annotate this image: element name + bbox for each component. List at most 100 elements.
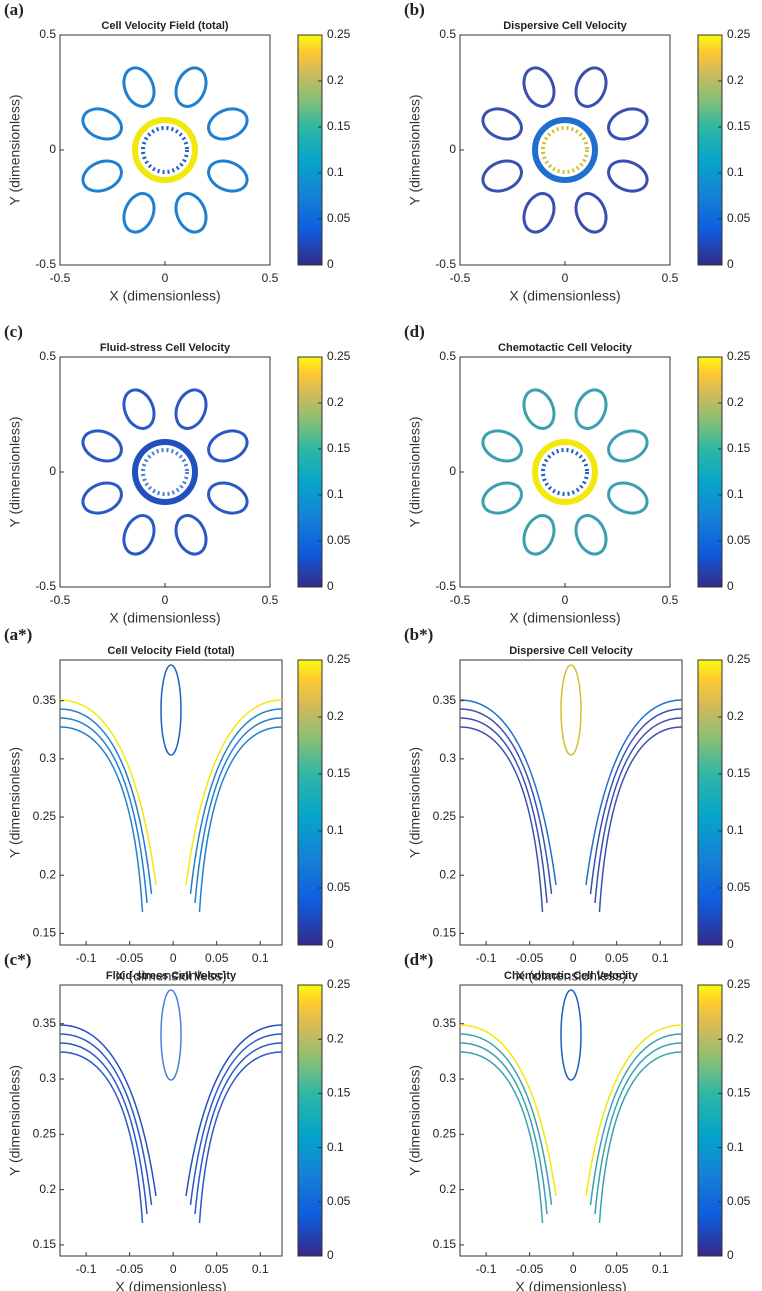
y-tick-label: 0	[449, 142, 456, 156]
panel-title: Cell Velocity Field (total)	[107, 645, 234, 657]
colorbar-tick-label: 0.2	[727, 73, 744, 87]
x-tick-label: 0.5	[662, 271, 679, 285]
field-ring	[532, 117, 598, 183]
y-axis-label: Y (dimensionless)	[407, 416, 423, 527]
field-contour	[459, 1042, 548, 1215]
colorbar-tick-label: 0	[727, 579, 734, 593]
field-stem	[160, 989, 182, 1081]
colorbar-tick-label: 0.15	[327, 119, 351, 133]
y-tick-label: 0	[49, 142, 56, 156]
field-lobe	[607, 481, 649, 515]
field-lobe	[207, 481, 249, 515]
y-tick-label: 0.35	[433, 1016, 457, 1030]
colorbar-tick-label: 0.15	[327, 441, 351, 455]
panel-title: Cell Velocity Field (total)	[101, 20, 228, 32]
colorbar-tick-label: 0.05	[327, 880, 351, 894]
panel-label: (c*)	[4, 950, 31, 969]
y-tick-label: 0.25	[433, 1126, 457, 1140]
field-lobe	[122, 66, 156, 108]
panel: (c) Fluid-stress Cell Velocity -0.5 0 0.5 -0.…	[4, 322, 351, 626]
field-stem	[560, 664, 582, 756]
x-tick-label: -0.05	[516, 1262, 544, 1276]
colorbar	[297, 34, 323, 266]
field-contour	[594, 1042, 683, 1215]
panel: (d*) Chemotactic Cell Velocity -0.1 -0.05 0 0…	[404, 950, 751, 1291]
colorbar-tick-label: 0.2	[727, 1031, 744, 1045]
field-inner	[141, 448, 189, 496]
x-tick-label: 0	[570, 951, 577, 965]
y-tick-label: -0.5	[35, 257, 56, 271]
y-tick-label: 0.5	[39, 349, 56, 363]
colorbar-tick-label: 0.1	[327, 487, 344, 501]
field-lobe	[607, 159, 649, 193]
colorbar-tick-label: 0.2	[727, 709, 744, 723]
colorbar-tick-label: 0	[727, 1248, 734, 1262]
colorbar	[697, 34, 723, 266]
panel-label: (b)	[404, 0, 425, 19]
x-axis-label: X (dimensionless)	[115, 968, 226, 984]
colorbar-tick-label: 0.1	[327, 823, 344, 837]
colorbar-tick-label: 0.15	[727, 441, 751, 455]
colorbar-tick-label: 0.25	[327, 652, 351, 666]
plot-area	[459, 984, 683, 1257]
colorbar-tick-label: 0.2	[327, 1031, 344, 1045]
colorbar-tick-label: 0.2	[327, 395, 344, 409]
colorbar-tick-label: 0.05	[727, 880, 751, 894]
field-contour	[459, 1024, 557, 1197]
colorbar	[297, 659, 323, 946]
field-contour	[459, 717, 548, 904]
field-lobe	[574, 192, 608, 234]
field-lobe	[122, 388, 156, 430]
y-tick-label: 0.35	[33, 693, 57, 707]
x-axis-label: X (dimensionless)	[115, 1279, 226, 1291]
colorbar-tick-label: 0.25	[727, 977, 751, 991]
field-lobe	[81, 107, 123, 141]
x-tick-label: 0.05	[605, 1262, 629, 1276]
field-lobe	[522, 388, 556, 430]
colorbar-tick-label: 0.05	[327, 211, 351, 225]
y-tick-label: 0.2	[439, 867, 456, 881]
colorbar-tick-label: 0.15	[327, 1086, 351, 1100]
panel: (d) Chemotactic Cell Velocity -0.5 0 0.5 -0.5…	[404, 322, 751, 626]
plot-area	[459, 34, 671, 266]
y-axis-label: Y (dimensionless)	[7, 1065, 23, 1176]
y-tick-label: 0.15	[33, 1237, 57, 1251]
plot-area	[59, 356, 271, 588]
field-contour	[198, 1051, 283, 1224]
field-lobe	[207, 159, 249, 193]
y-tick-label: 0	[49, 464, 56, 478]
y-axis-label: Y (dimensionless)	[407, 747, 423, 858]
y-tick-label: 0.3	[439, 1071, 456, 1085]
colorbar-tick-label: 0.2	[727, 395, 744, 409]
x-tick-label: 0.5	[262, 593, 279, 607]
field-lobe	[81, 159, 123, 193]
field-lobe	[574, 514, 608, 556]
colorbar-tick-label: 0.1	[727, 1140, 744, 1154]
x-tick-label: -0.1	[76, 951, 97, 965]
y-tick-label: 0.15	[33, 926, 57, 940]
colorbar-tick-label: 0.05	[327, 533, 351, 547]
colorbar-tick-label: 0.1	[727, 823, 744, 837]
field-contour	[459, 699, 557, 886]
field-contour	[59, 699, 157, 886]
y-tick-label: 0.25	[433, 809, 457, 823]
y-tick-label: 0.15	[433, 1237, 457, 1251]
field-lobe	[481, 107, 523, 141]
x-tick-label: -0.5	[50, 271, 71, 285]
x-tick-label: 0.1	[252, 1262, 269, 1276]
field-contour	[459, 726, 544, 913]
colorbar-tick-label: 0.1	[727, 165, 744, 179]
panel-label: (d)	[404, 322, 425, 341]
x-tick-label: 0.05	[205, 1262, 229, 1276]
colorbar-tick-label: 0.05	[727, 211, 751, 225]
colorbar-tick-label: 0.25	[727, 652, 751, 666]
field-lobe	[574, 66, 608, 108]
panel-title: Dispersive Cell Velocity	[509, 645, 633, 657]
colorbar-tick-label: 0.1	[327, 165, 344, 179]
colorbar-tick-label: 0.25	[327, 349, 351, 363]
y-tick-label: 0	[449, 464, 456, 478]
panel-label: (a)	[4, 0, 24, 19]
field-contour	[198, 726, 283, 913]
y-tick-label: 0.3	[39, 751, 56, 765]
x-tick-label: 0	[162, 593, 169, 607]
